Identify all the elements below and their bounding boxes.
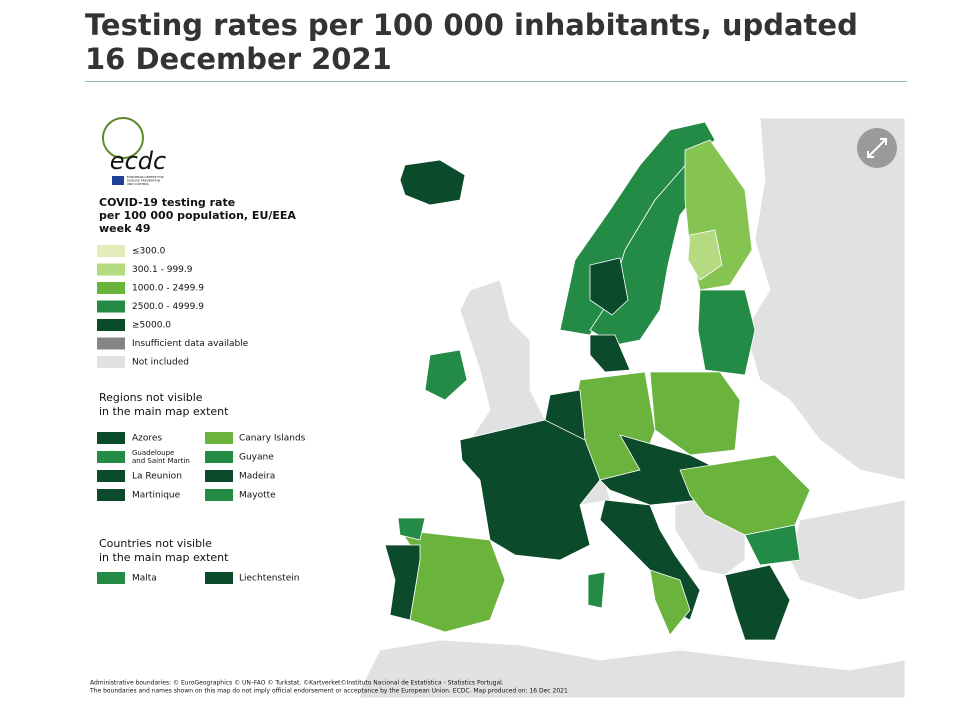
group-swatch bbox=[205, 572, 233, 584]
group-swatch bbox=[97, 470, 125, 482]
logo-subtitle: EUROPEAN CENTRE FOR bbox=[127, 175, 164, 179]
group-swatch bbox=[97, 432, 125, 444]
group-swatch bbox=[97, 572, 125, 584]
group-label: Azores bbox=[132, 434, 162, 444]
legend-title: COVID-19 testing rate bbox=[99, 196, 235, 209]
footer-note: The boundaries and names shown on this m… bbox=[89, 688, 568, 695]
group-swatch bbox=[205, 432, 233, 444]
legend-swatch bbox=[97, 282, 125, 294]
logo-subtitle: AND CONTROL bbox=[127, 182, 150, 186]
legend-swatch bbox=[97, 356, 125, 368]
legend-label: ≤300.0 bbox=[132, 247, 166, 257]
group-swatch bbox=[205, 451, 233, 463]
group-label: Canary Islands bbox=[239, 434, 306, 444]
ecdc-logo: ecdc bbox=[102, 117, 166, 185]
group-label: La Reunion bbox=[132, 472, 182, 482]
page-title: Testing rates per 100 000 inhabitants, u… bbox=[85, 8, 858, 76]
legend-swatch bbox=[97, 319, 125, 331]
legend-swatch bbox=[97, 263, 125, 276]
legend-swatch bbox=[97, 245, 125, 257]
group-title: Countries not visible bbox=[99, 537, 212, 550]
legend-label: 1000.0 - 2499.9 bbox=[132, 284, 204, 294]
logo-name: ecdc bbox=[110, 147, 166, 175]
land-data bbox=[384, 121, 811, 641]
logo-globe bbox=[102, 117, 144, 159]
group-title: in the main map extent bbox=[99, 551, 229, 564]
legend-label: 2500.0 - 4999.9 bbox=[132, 302, 204, 312]
expand-button[interactable] bbox=[857, 128, 897, 168]
group-label: Guadeloupe bbox=[132, 449, 174, 457]
legend-title: per 100 000 population, EU/EEA bbox=[99, 209, 296, 222]
divider bbox=[85, 81, 907, 82]
legend-title: week 49 bbox=[99, 222, 151, 235]
group-label: and Saint Martin bbox=[132, 457, 190, 465]
group-label: Guyane bbox=[239, 453, 274, 463]
expand-icon[interactable] bbox=[867, 138, 887, 158]
group-label: Mayotte bbox=[239, 491, 276, 501]
group-label: Madeira bbox=[239, 472, 275, 482]
footer-note: Administrative boundaries: © EuroGeograp… bbox=[90, 680, 504, 687]
logo-subtitle: DISEASE PREVENTION bbox=[127, 179, 160, 183]
group-swatch bbox=[97, 489, 125, 501]
group-swatch bbox=[205, 489, 233, 501]
group-swatch bbox=[205, 470, 233, 482]
legend-swatch bbox=[97, 337, 125, 350]
group-title: Regions not visible bbox=[99, 391, 203, 404]
legend-label: Insufficient data available bbox=[132, 339, 249, 349]
legend-label: 300.1 - 999.9 bbox=[132, 265, 193, 275]
eu-flag bbox=[112, 176, 124, 185]
legend-label: ≥5000.0 bbox=[132, 321, 171, 331]
group-label: Martinique bbox=[132, 491, 181, 501]
legend-swatch bbox=[97, 300, 125, 313]
group-label: Liechtenstein bbox=[239, 574, 299, 584]
group-swatch bbox=[97, 451, 125, 463]
legend-label: Not included bbox=[132, 358, 189, 368]
group-label: Malta bbox=[132, 574, 157, 584]
group-title: in the main map extent bbox=[99, 405, 229, 418]
